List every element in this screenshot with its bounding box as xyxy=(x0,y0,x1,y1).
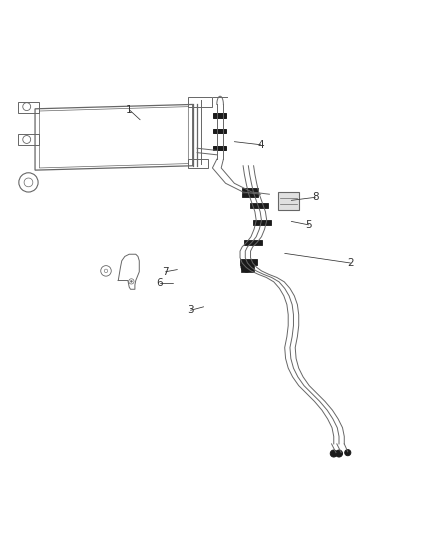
Text: 1: 1 xyxy=(126,104,133,115)
Text: 5: 5 xyxy=(305,220,312,230)
Bar xyxy=(244,240,262,245)
Bar xyxy=(251,203,268,208)
Circle shape xyxy=(330,450,337,457)
Text: 2: 2 xyxy=(347,258,354,268)
Text: 3: 3 xyxy=(187,305,194,316)
Bar xyxy=(213,113,226,118)
Circle shape xyxy=(345,449,351,456)
Bar xyxy=(241,261,254,272)
Bar xyxy=(213,146,226,150)
Circle shape xyxy=(336,450,343,457)
Bar xyxy=(18,102,39,113)
Bar xyxy=(242,188,258,192)
Bar xyxy=(188,159,208,168)
Circle shape xyxy=(241,261,252,272)
Text: 6: 6 xyxy=(156,278,163,288)
Bar xyxy=(254,220,271,225)
Bar xyxy=(240,260,257,265)
Bar xyxy=(278,192,299,209)
Bar xyxy=(242,193,258,197)
Bar xyxy=(213,128,226,133)
Text: 7: 7 xyxy=(162,266,169,277)
Bar xyxy=(18,134,39,145)
Circle shape xyxy=(131,280,132,282)
Text: 8: 8 xyxy=(312,192,319,203)
Bar xyxy=(188,97,212,107)
Text: 4: 4 xyxy=(257,140,264,150)
